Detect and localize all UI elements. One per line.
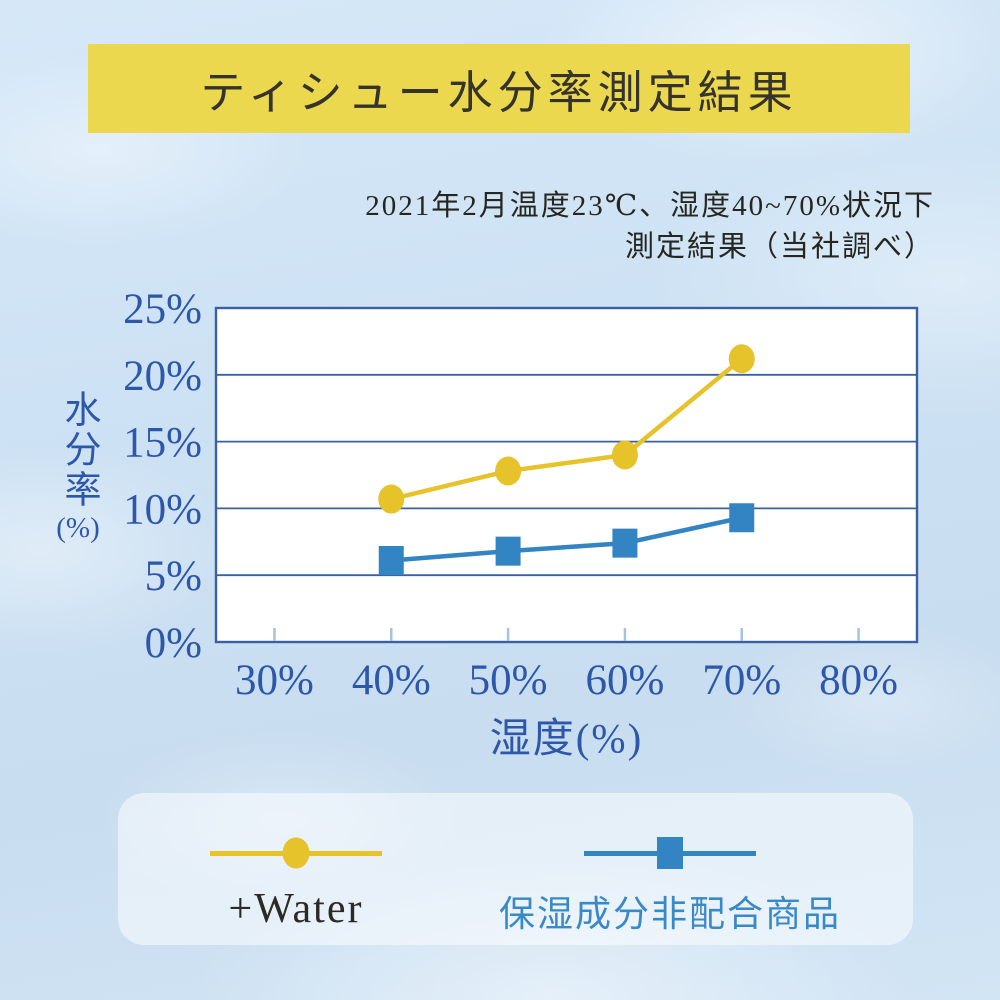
legend-square-marker-icon [656,837,683,869]
legend-marker-row [210,837,382,869]
measurement-conditions: 2021年2月温度23℃、湿度40~70%状況下 測定結果（当社調べ） [365,186,935,268]
y-tick-label: 20% [123,353,202,400]
legend-item-0: +Water [210,837,382,933]
data-point-square [378,546,404,576]
title-banner: ティシュー水分率測定結果 [88,44,910,133]
y-tick-label: 10% [123,486,202,533]
x-tick-label: 70% [702,657,781,704]
y-axis-title: 水分率 (%) [52,390,104,545]
y-tick-label: 0% [145,620,202,667]
y-tick-label: 15% [123,420,202,467]
plot-area [216,308,917,642]
data-point-circle [378,484,405,514]
y-axis-title-unit: (%) [56,512,100,544]
x-tick-label: 50% [469,657,548,704]
legend-marker-row [583,837,756,869]
legend-circle-marker-icon [282,837,310,869]
plot-frame [214,306,919,644]
data-point-square [612,528,638,558]
series-line-1 [391,515,743,563]
data-point-circle [495,456,522,486]
data-point-square [729,503,755,533]
data-point-circle [611,440,638,470]
y-tick-label: 25% [123,290,202,333]
x-tick-label: 80% [819,657,898,704]
legend-item-1: 保湿成分非配合商品 [499,837,841,937]
legend-label: +Water [228,886,364,932]
x-axis-title: 湿度(%) [490,715,643,761]
legend-label: 保湿成分非配合商品 [498,894,842,934]
data-point-circle [728,344,755,374]
x-tick-label: 60% [586,657,665,704]
moisture-line-chart: 0% 5% 10% 15% 20% 25% 30% 40% 50% 60% 70% 80% 湿度(%) [123,290,919,761]
page-title: ティシュー水分率測定結果 [200,68,798,118]
series-line-0 [390,357,744,502]
data-point-square [495,536,521,566]
conditions-line-2: 測定結果（当社調べ） [624,231,935,263]
y-axis-title-text: 水分率 [58,390,99,510]
x-tick-label: 30% [235,657,314,704]
conditions-line-1: 2021年2月温度23℃、湿度40~70%状況下 [365,190,935,222]
chart-legend: +Water 保湿成分非配合商品 [118,793,913,945]
y-tick-label: 5% [145,553,202,600]
x-tick-label: 40% [352,657,431,704]
